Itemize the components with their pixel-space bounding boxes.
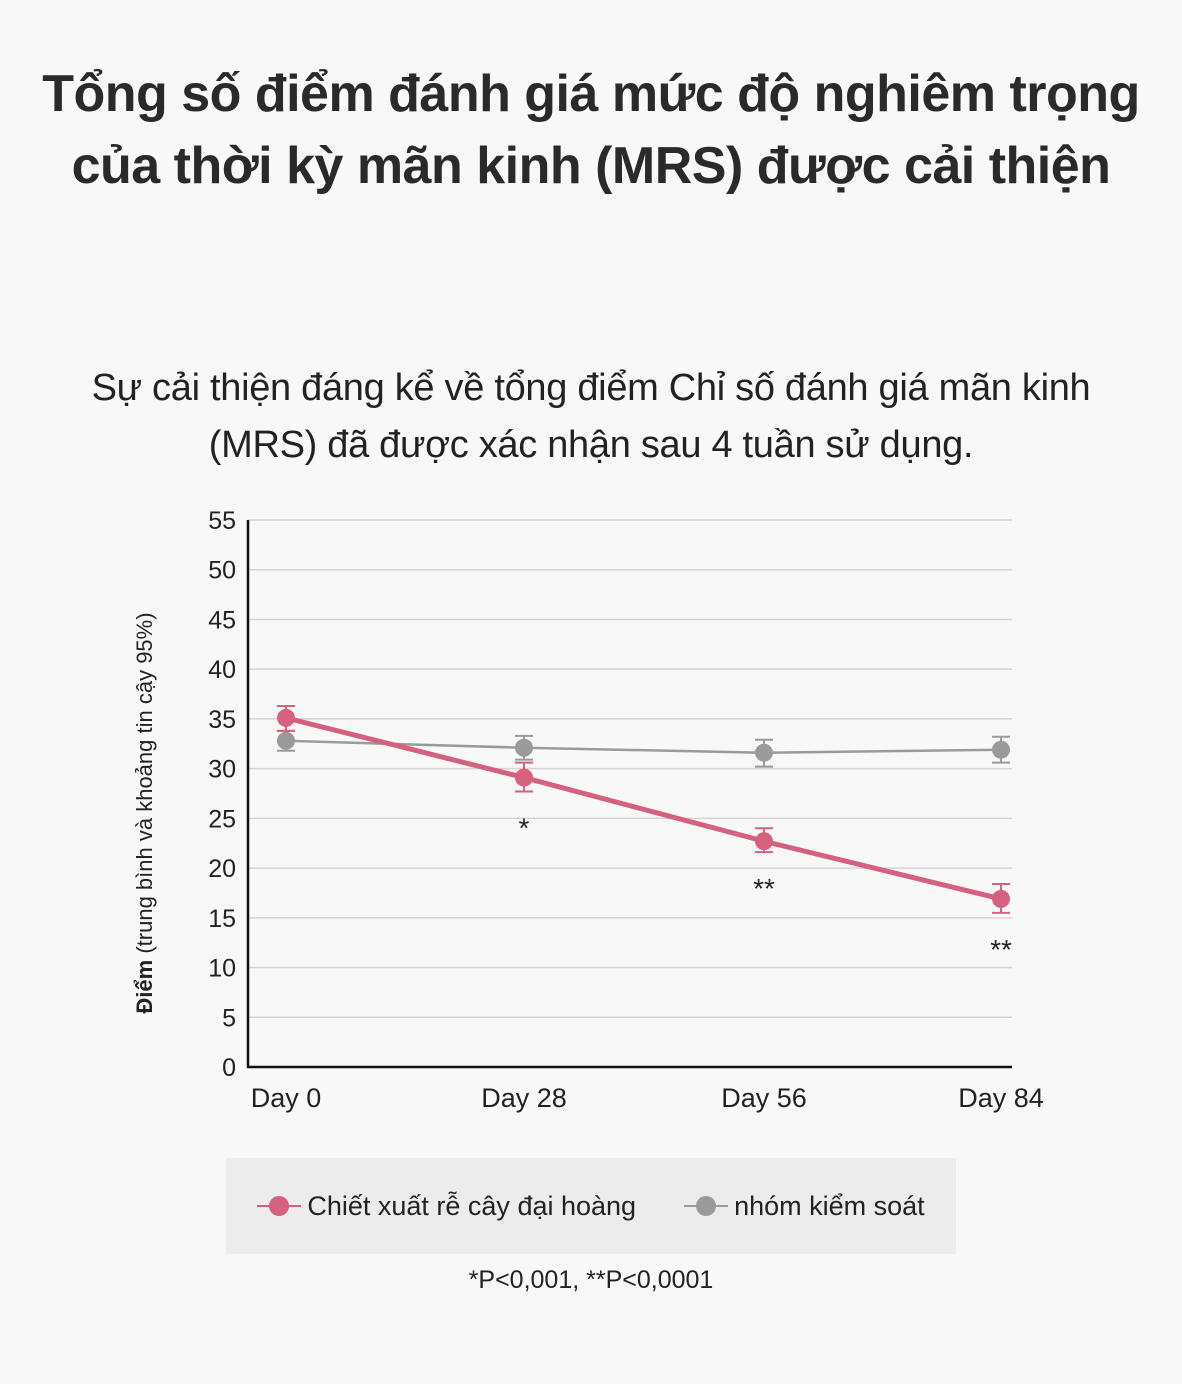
y-tick-label-0: 0: [222, 1054, 236, 1082]
y-tick-label-20: 20: [208, 855, 236, 883]
y-tick-label-15: 15: [208, 905, 236, 933]
series-layer: [277, 704, 1010, 914]
p-value-footnote: *P<0,001, **P<0,0001: [468, 1266, 714, 1294]
series-line-1: [285, 739, 1002, 754]
chart-subtitle: Sự cải thiện đáng kể về tổng điểm Chỉ số…: [91, 367, 1091, 466]
y-tick-label-55: 55: [208, 507, 236, 535]
legend-label-control: nhóm kiểm soát: [734, 1190, 925, 1221]
legend-item-treatment: Chiết xuất rễ cây đại hoàng: [257, 1191, 636, 1222]
y-tick-label-30: 30: [208, 756, 236, 784]
legend-marker-treatment: [257, 1195, 302, 1217]
x-tick-label-0: Day 0: [251, 1083, 322, 1113]
series-line-0: [285, 715, 1002, 902]
legend-dot-treatment: [269, 1196, 290, 1216]
y-tick-label-45: 45: [208, 606, 236, 634]
y-tick-label-40: 40: [208, 656, 236, 684]
data-point-0-3: [992, 889, 1010, 908]
legend: Chiết xuất rễ cây đại hoàng nhóm kiểm so…: [226, 1158, 956, 1254]
data-point-1-1: [515, 738, 533, 757]
x-tick-labels: Day 0 Day 28 Day 56 Day 84: [251, 1083, 1044, 1113]
y-tick-label-35: 35: [208, 706, 236, 734]
data-point-0-1: [515, 768, 533, 787]
significance-mark-1: *: [519, 813, 530, 844]
legend-dot-control: [696, 1196, 717, 1216]
line-chart: 0 5 10 15 20 25 30 35 40 45 50 55 Day 0 Day 28 Day 56…: [208, 507, 1044, 1113]
data-point-0-2: [755, 832, 773, 851]
x-tick-label-1: Day 28: [481, 1083, 567, 1113]
series-0: [277, 704, 1010, 914]
data-point-0-0: [277, 708, 295, 727]
legend-label-treatment: Chiết xuất rễ cây đại hoàng: [307, 1190, 637, 1221]
legend-marker-control: [684, 1195, 729, 1217]
series-1: [277, 729, 1010, 768]
grid-lines: [248, 519, 1012, 1019]
y-tick-label-25: 25: [208, 805, 236, 833]
legend-item-control: nhóm kiểm soát: [684, 1191, 925, 1222]
y-tick-label-10: 10: [208, 955, 236, 983]
chart-title: Tổng số điểm đánh giá mức độ nghiêm trọn…: [42, 65, 1140, 195]
x-tick-label-3: Day 84: [958, 1083, 1044, 1113]
x-tick-label-2: Day 56: [721, 1083, 807, 1113]
y-tick-label-50: 50: [208, 557, 236, 585]
significance-mark-3: **: [990, 934, 1012, 965]
y-tick-label-5: 5: [222, 1004, 236, 1032]
data-point-1-2: [755, 743, 773, 762]
significance-annotations: *****: [519, 813, 1012, 965]
significance-mark-2: **: [753, 873, 775, 904]
y-tick-labels: 0 5 10 15 20 25 30 35 40 45 50 55: [208, 507, 236, 1082]
data-point-1-0: [277, 731, 295, 750]
data-point-1-3: [992, 740, 1010, 759]
axes: [246, 520, 1012, 1069]
